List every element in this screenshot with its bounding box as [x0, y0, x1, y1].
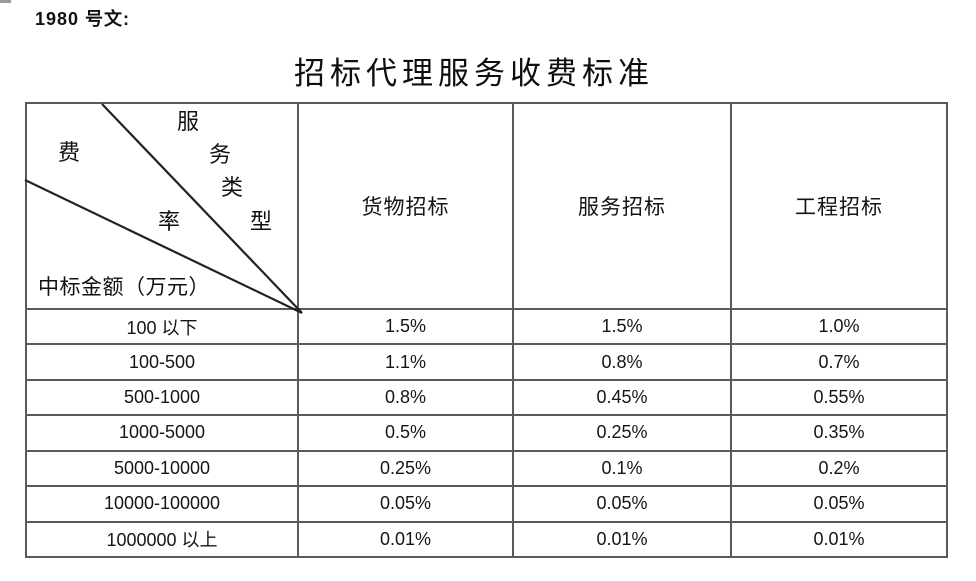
fee-value: 0.55% — [730, 378, 946, 415]
row-label: 1000-5000 — [27, 414, 297, 449]
row-label: 10000-100000 — [27, 485, 297, 520]
corner-fee-rate-char-1: 费 — [58, 140, 81, 165]
row-label: 100 以下 — [27, 308, 297, 343]
fee-value: 0.7% — [730, 343, 946, 379]
corner-service-type-char-4: 型 — [250, 209, 273, 234]
diagonal-line-lower — [24, 179, 303, 314]
fee-value: 1.0% — [730, 308, 946, 344]
column-header-engineering-bidding: 工程招标 — [730, 104, 946, 308]
page-title: 招标代理服务收费标准 — [294, 56, 654, 91]
corner-diagonal-lines — [24, 103, 303, 314]
fee-value: 0.2% — [730, 449, 946, 486]
corner-row-axis-label: 中标金额（万元） — [38, 275, 210, 299]
fee-value: 1.5% — [512, 308, 730, 344]
corner-service-type-char-1: 服 — [177, 109, 200, 134]
corner-service-type-char-2: 务 — [209, 142, 232, 167]
fee-value: 0.1% — [512, 449, 730, 486]
fee-value: 0.5% — [297, 414, 512, 450]
fee-value: 0.05% — [512, 485, 730, 521]
fee-value: 0.35% — [730, 414, 946, 450]
fee-value: 1.5% — [297, 308, 512, 344]
diagonal-line-upper — [101, 103, 303, 314]
doc-number: 1980 号文: — [35, 9, 131, 29]
fee-value: 0.8% — [297, 378, 512, 415]
fee-value: 0.05% — [730, 485, 946, 521]
fee-value: 0.8% — [512, 343, 730, 379]
table-corner-cell: 服 务 类 型 费 率 中标金额（万元） — [24, 103, 303, 314]
fee-standard-table: 服 务 类 型 费 率 中标金额（万元） 货物招标 服务招标 工程招标 100 … — [24, 102, 948, 558]
fee-value: 0.01% — [730, 520, 946, 556]
row-label: 1000000 以上 — [27, 520, 297, 556]
corner-fee-rate-char-2: 率 — [158, 209, 181, 234]
fee-value: 0.05% — [297, 485, 512, 521]
row-label: 5000-10000 — [27, 449, 297, 485]
fee-value: 1.1% — [297, 343, 512, 379]
column-header-goods-bidding: 货物招标 — [297, 104, 512, 308]
fee-value: 0.45% — [512, 378, 730, 415]
row-label: 100-500 — [27, 343, 297, 378]
fee-value: 0.25% — [297, 449, 512, 486]
scan-artifact-line — [0, 0, 11, 3]
column-header-service-bidding: 服务招标 — [512, 104, 730, 308]
row-label: 500-1000 — [27, 378, 297, 414]
fee-value: 0.01% — [512, 520, 730, 556]
corner-service-type-char-3: 类 — [221, 175, 244, 200]
fee-value: 0.25% — [512, 414, 730, 450]
fee-value: 0.01% — [297, 520, 512, 556]
